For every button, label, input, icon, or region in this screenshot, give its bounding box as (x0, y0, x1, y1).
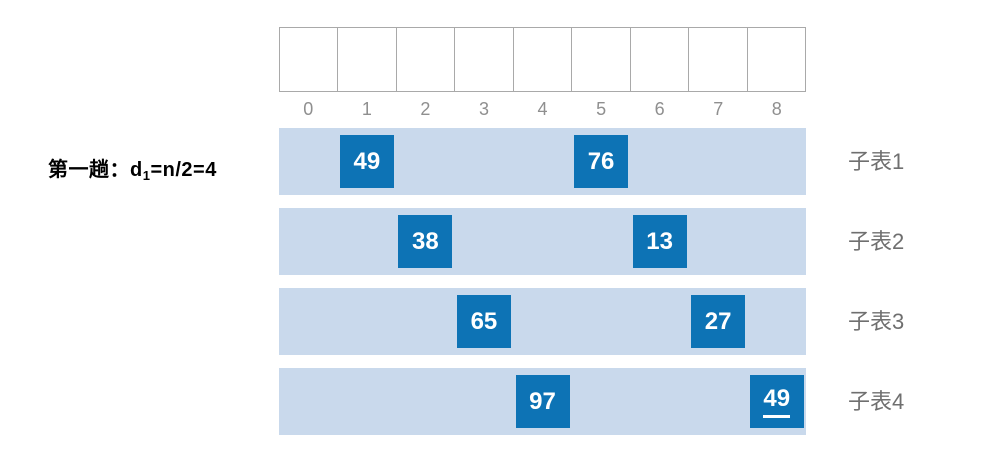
index-label: 7 (713, 99, 724, 119)
index-label: 0 (303, 99, 314, 119)
sublist-label: 子表1 (848, 149, 905, 174)
pass-label-suffix: =n/2=4 (150, 159, 217, 181)
array-cell (572, 28, 631, 91)
index-label: 2 (420, 99, 431, 119)
value-box: 27 (691, 295, 746, 348)
sublist-bar: 97 49 (279, 368, 806, 435)
value-box: 49 (749, 375, 804, 428)
array-cell (631, 28, 690, 91)
pass-label-subscript: 1 (142, 168, 151, 183)
index-label: 5 (596, 99, 607, 119)
value-number: 65 (470, 307, 498, 335)
sublist-bar: 38 13 (279, 208, 806, 275)
array-cell (280, 28, 339, 91)
sublist-label: 子表4 (848, 389, 905, 414)
array-cell (748, 28, 805, 91)
index-label: 8 (771, 99, 782, 119)
value-box: 13 (632, 215, 687, 268)
value-box: 97 (515, 375, 570, 428)
array-cell (455, 28, 514, 91)
pass-label: 第一趟：d1=n/2=4 (48, 153, 217, 183)
value-box: 65 (456, 295, 511, 348)
value-box: 76 (574, 135, 629, 188)
array-cell (397, 28, 456, 91)
value-number: 76 (587, 147, 615, 175)
index-label: 6 (654, 99, 665, 119)
value-number: 38 (412, 227, 439, 255)
array-cell (689, 28, 748, 91)
index-label: 1 (361, 99, 372, 119)
sublist-label: 子表3 (848, 309, 905, 334)
value-number: 97 (529, 387, 556, 415)
sublist-bar: 49 76 (279, 128, 806, 195)
value-number: 13 (646, 227, 673, 255)
array-cell (514, 28, 573, 91)
pass-label-prefix: 第一趟：d (48, 159, 143, 181)
value-box: 38 (398, 215, 453, 268)
index-label: 4 (537, 99, 548, 119)
value-number-underlined: 49 (763, 385, 791, 418)
index-label: 3 (478, 99, 489, 119)
array-cells-row (279, 27, 806, 92)
sublist-bar: 65 27 (279, 288, 806, 355)
array-cell (338, 28, 397, 91)
array-index-row: 0 1 2 3 4 5 6 7 8 (279, 98, 806, 120)
value-number: 49 (353, 147, 381, 175)
value-box: 49 (339, 135, 394, 188)
value-number: 27 (704, 307, 732, 335)
sublist-label: 子表2 (848, 229, 905, 254)
